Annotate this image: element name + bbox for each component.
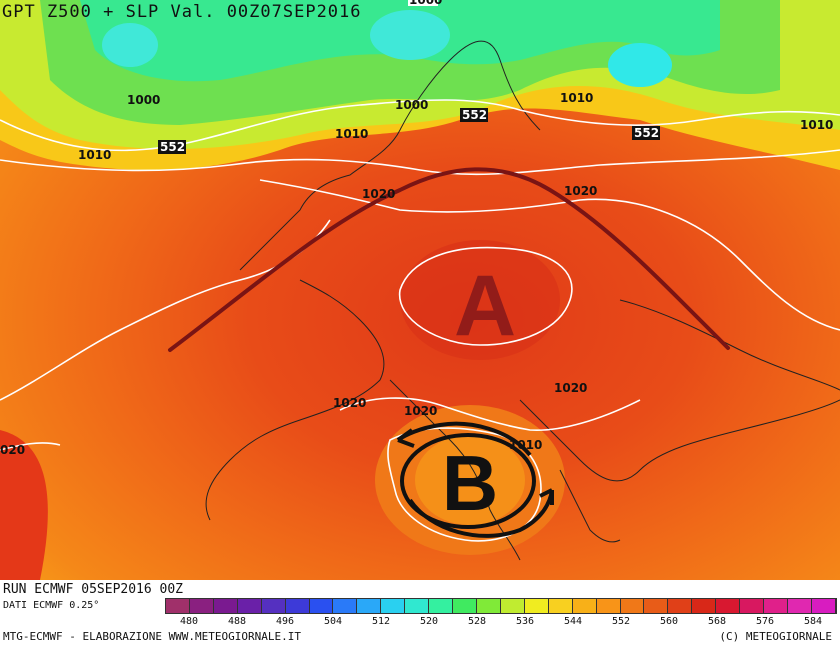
color-scale — [165, 598, 837, 614]
color-swatch — [429, 599, 454, 613]
map-canvas: A B 1000 1000 552 1010 1010 1010 1010 55… — [0, 0, 840, 580]
color-scale-tick: 512 — [371, 616, 391, 627]
contour-label: 1010 — [800, 118, 833, 132]
low-circulation-arrows — [396, 421, 554, 538]
contour-label: 1020 — [404, 404, 437, 418]
color-swatch — [261, 599, 286, 613]
color-swatch — [668, 599, 693, 613]
color-swatch — [333, 599, 358, 613]
iberia-warm — [0, 430, 48, 580]
contour-label: 1000 — [395, 98, 428, 112]
credit-right: (C) METEOGIORNALE — [719, 630, 832, 643]
color-swatch — [524, 599, 549, 613]
color-swatch — [309, 599, 334, 613]
color-swatch — [596, 599, 621, 613]
color-scale-ticks: 480 488 496 504 512 520 528 536 544 552 560 568 576 5… — [165, 616, 837, 630]
color-swatch — [572, 599, 597, 613]
contour-label: 1000 — [409, 0, 442, 7]
color-scale-tick: 568 — [707, 616, 727, 627]
color-scale-tick: 528 — [467, 616, 487, 627]
low-pressure-marker: B — [442, 439, 498, 527]
ridge-axis — [168, 167, 730, 352]
contour-label: 552 — [634, 126, 659, 140]
contour-label: 1010 — [335, 127, 368, 141]
color-swatch — [787, 599, 812, 613]
color-scale-tick: 504 — [323, 616, 343, 627]
map-title: GPT Z500 + SLP Val. 00Z07SEP2016 — [2, 2, 362, 22]
contour-label: 020 — [0, 443, 25, 457]
footer: RUN ECMWF 05SEP2016 00Z DATI ECMWF 0.25°… — [0, 580, 840, 648]
data-info: DATI ECMWF 0.25° — [3, 600, 100, 611]
color-swatch — [237, 599, 262, 613]
color-swatch — [213, 599, 238, 613]
color-swatch — [189, 599, 214, 613]
contour-label: 1010 — [509, 438, 542, 452]
color-swatch — [620, 599, 645, 613]
color-swatch — [716, 599, 741, 613]
cold-core-east — [608, 43, 672, 87]
color-swatch — [764, 599, 788, 613]
contour-label: 552 — [160, 140, 185, 154]
high-core — [400, 240, 560, 360]
contour-label: 552 — [462, 108, 487, 122]
contour-label: 1020 — [362, 187, 395, 201]
color-swatch — [740, 599, 765, 613]
color-swatch — [644, 599, 669, 613]
contour-label: 1020 — [564, 184, 597, 198]
color-scale-tick: 544 — [563, 616, 583, 627]
contour-label: 1000 — [127, 93, 160, 107]
color-swatch — [500, 599, 525, 613]
coastlines — [205, 40, 840, 561]
color-swatch — [405, 599, 430, 613]
color-scale-tick: 576 — [755, 616, 775, 627]
contour-label: 1020 — [333, 396, 366, 410]
contour-label: 1020 — [554, 381, 587, 395]
color-swatch — [285, 599, 310, 613]
color-swatch — [453, 599, 477, 613]
color-scale-tick: 584 — [803, 616, 823, 627]
color-scale-tick: 480 — [179, 616, 199, 627]
color-scale-tick: 496 — [275, 616, 295, 627]
low-core — [415, 435, 525, 525]
contour-label: 1010 — [560, 91, 593, 105]
color-scale-tick: 560 — [659, 616, 679, 627]
color-swatch — [692, 599, 717, 613]
color-scale-tick: 488 — [227, 616, 247, 627]
color-swatch — [357, 599, 382, 613]
color-swatch — [811, 599, 836, 613]
color-scale-tick: 520 — [419, 616, 439, 627]
high-pressure-marker: A — [454, 258, 516, 354]
cold-core-west — [102, 23, 158, 67]
contour-labels: 1000 1000 552 1010 1010 1010 1010 552 55… — [0, 0, 833, 457]
color-scale-tick: 552 — [611, 616, 631, 627]
run-info: RUN ECMWF 05SEP2016 00Z — [3, 582, 184, 597]
color-swatch — [548, 599, 573, 613]
color-swatch — [476, 599, 501, 613]
cold-core-north — [370, 10, 450, 60]
color-scale-tick: 536 — [515, 616, 535, 627]
credit-left: MTG-ECMWF - ELABORAZIONE WWW.METEOGIORNA… — [3, 630, 302, 643]
color-swatch — [381, 599, 406, 613]
color-swatch — [166, 599, 190, 613]
contour-label: 1010 — [78, 148, 111, 162]
